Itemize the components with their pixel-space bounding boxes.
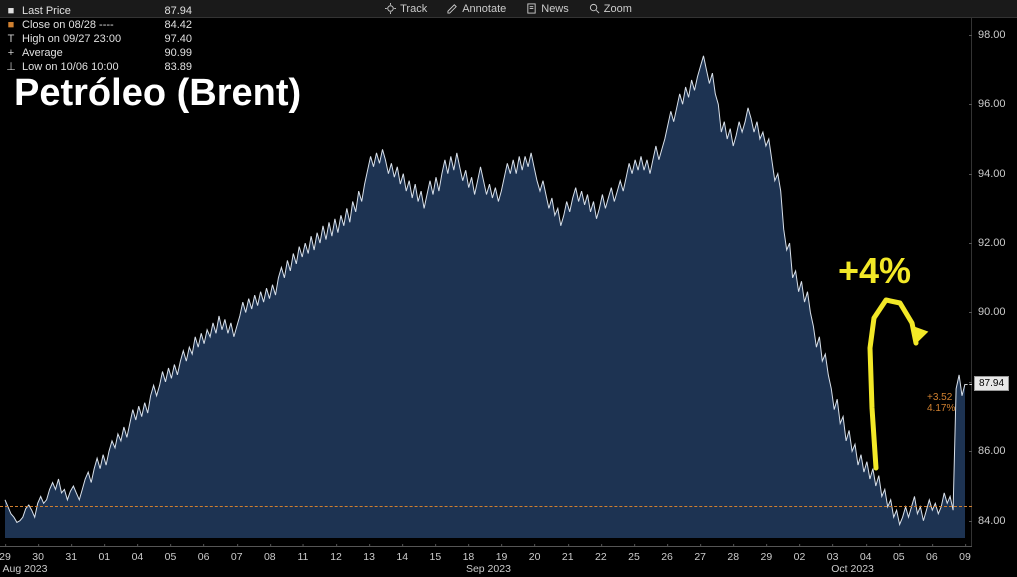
x-tick: 22 (595, 547, 607, 563)
prev-close-line (0, 506, 972, 507)
x-month-label: Aug 2023 (3, 563, 48, 575)
chart-container: +4% 84.0086.0088.0090.0092.0094.0096.009… (0, 18, 1017, 577)
x-tick: 03 (827, 547, 839, 563)
x-tick: 05 (893, 547, 905, 563)
x-tick: 12 (330, 547, 342, 563)
y-tick: 94.00 (972, 168, 1017, 180)
annotate-button[interactable]: Annotate (447, 3, 506, 15)
x-month-label: Oct 2023 (831, 563, 874, 575)
pencil-icon (447, 3, 458, 14)
track-button[interactable]: Track (385, 3, 427, 15)
x-tick: 04 (860, 547, 872, 563)
x-tick: 29 (761, 547, 773, 563)
y-tick: 90.00 (972, 306, 1017, 318)
x-tick: 21 (562, 547, 574, 563)
x-axis: 29 30 31 01 04 05 06 07 08 11 12 13 14 15 18 19 20 21 22 25… (0, 546, 972, 577)
x-tick: 06 (926, 547, 938, 563)
legend-label: Last Price (22, 4, 150, 18)
last-price-marker: 87.94 (974, 376, 1009, 391)
zoom-button[interactable]: Zoom (589, 3, 632, 15)
x-tick: 05 (165, 547, 177, 563)
legend-row: ■ Last Price 87.94 (6, 4, 192, 18)
y-tick: 92.00 (972, 237, 1017, 249)
crosshair-icon (385, 3, 396, 14)
y-tick: 98.00 (972, 29, 1017, 41)
plot-area[interactable]: +4% (0, 18, 972, 546)
x-tick: 08 (264, 547, 276, 563)
x-tick: 28 (727, 547, 739, 563)
x-tick: 14 (396, 547, 408, 563)
zoom-icon (589, 3, 600, 14)
x-tick: 09 (959, 547, 971, 563)
x-tick: 11 (297, 547, 308, 563)
x-tick: 26 (661, 547, 673, 563)
y-tick: 84.00 (972, 515, 1017, 527)
x-month-label: Sep 2023 (466, 563, 511, 575)
x-tick: 30 (32, 547, 44, 563)
x-tick: 06 (198, 547, 210, 563)
area-series (0, 18, 972, 546)
y-tick: 86.00 (972, 445, 1017, 457)
x-tick: 13 (363, 547, 375, 563)
x-tick: 07 (231, 547, 243, 563)
news-button[interactable]: News (526, 3, 569, 15)
x-tick: 02 (794, 547, 806, 563)
x-tick: 18 (463, 547, 475, 563)
annotate-label: Annotate (462, 3, 506, 15)
x-tick: 25 (628, 547, 640, 563)
doc-icon (526, 3, 537, 14)
x-tick: 31 (65, 547, 77, 563)
legend-value: 87.94 (156, 4, 192, 18)
delta-pct: 4.17% (927, 403, 955, 414)
zoom-label: Zoom (604, 3, 632, 15)
y-tick: 96.00 (972, 98, 1017, 110)
x-tick: 04 (132, 547, 144, 563)
x-tick: 19 (496, 547, 508, 563)
delta-abs: +3.52 (927, 392, 952, 403)
track-label: Track (400, 3, 427, 15)
x-tick: 15 (430, 547, 442, 563)
x-tick: 20 (529, 547, 541, 563)
x-tick: 27 (694, 547, 706, 563)
legend-glyph: ■ (6, 4, 16, 18)
x-tick: 29 (0, 547, 11, 563)
annotation-text: +4% (838, 250, 911, 292)
price-delta: +3.524.17% (927, 392, 955, 414)
news-label: News (541, 3, 569, 15)
x-tick: 01 (98, 547, 110, 563)
